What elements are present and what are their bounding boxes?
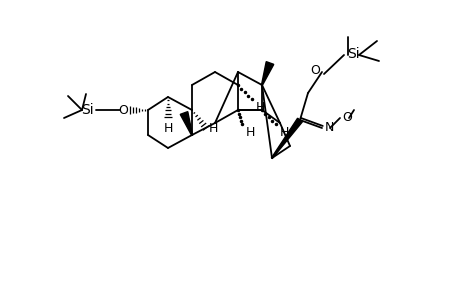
Text: Si: Si (346, 47, 359, 61)
Text: N: N (325, 121, 334, 134)
Text: H: H (255, 101, 264, 114)
Text: H: H (208, 122, 218, 134)
Text: H: H (245, 126, 254, 139)
Polygon shape (261, 61, 273, 85)
Text: H: H (279, 126, 288, 139)
Text: H: H (163, 122, 172, 135)
Text: O: O (309, 64, 319, 76)
Polygon shape (271, 118, 302, 158)
Text: Si: Si (81, 103, 94, 117)
Polygon shape (180, 112, 192, 135)
Text: O: O (118, 103, 128, 116)
Text: O: O (341, 110, 351, 124)
